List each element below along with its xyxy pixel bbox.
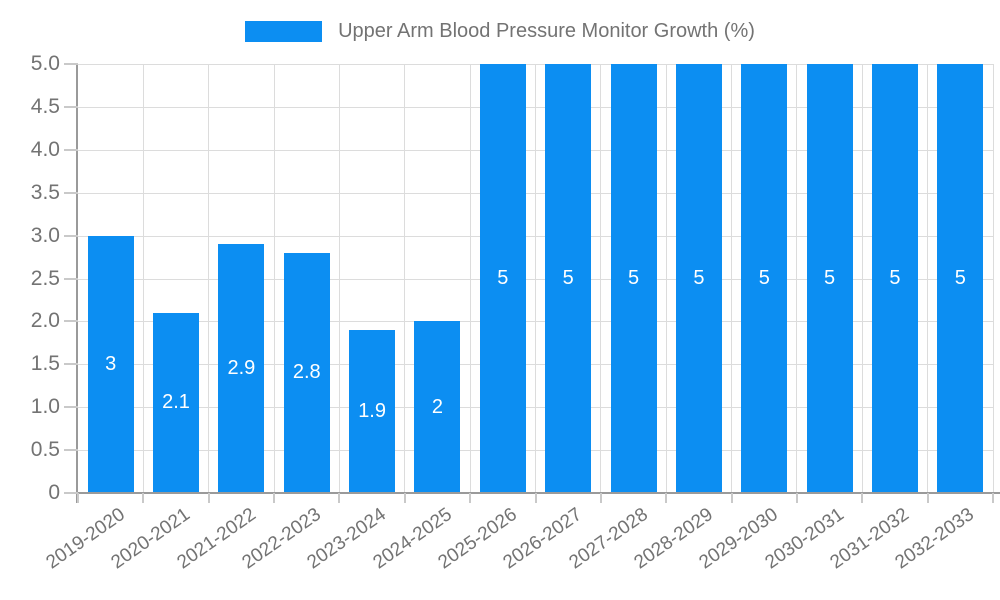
y-tick-label: 2.5 <box>30 266 60 290</box>
legend-swatch <box>245 21 323 42</box>
bar-value-label: 1.9 <box>358 399 386 422</box>
v-gridline <box>338 64 340 493</box>
x-tick <box>795 493 798 503</box>
x-tick <box>926 493 929 503</box>
y-tick-label: 4.5 <box>30 94 60 118</box>
x-tick <box>469 493 472 503</box>
bar-value-label: 5 <box>627 267 640 289</box>
x-tick <box>992 493 994 503</box>
v-gridline <box>142 64 144 493</box>
v-gridline <box>273 64 275 493</box>
bar-value-label: 5 <box>693 267 705 289</box>
y-axis-line <box>76 64 78 503</box>
y-tick-label: 1.5 <box>30 352 60 376</box>
x-tick <box>730 493 733 503</box>
bar-value-label: 2.9 <box>227 357 256 380</box>
y-tick-label: 3.0 <box>30 223 60 247</box>
bar-value-label: 5 <box>954 267 966 289</box>
x-tick <box>207 493 210 503</box>
x-tick <box>861 493 864 503</box>
bar: 5 <box>610 64 657 493</box>
x-tick <box>338 493 341 503</box>
bar: 2.8 <box>283 252 330 493</box>
y-tick-label: 2.0 <box>30 309 60 333</box>
bar: 5 <box>479 64 526 493</box>
bar: 3 <box>87 235 134 493</box>
v-gridline <box>600 64 602 493</box>
bar: 5 <box>806 64 853 493</box>
y-tick <box>64 191 78 194</box>
v-gridline <box>404 64 406 493</box>
v-gridline <box>861 64 863 493</box>
x-tick <box>665 493 668 503</box>
y-tick <box>64 277 78 280</box>
y-tick-label: 0 <box>48 481 60 504</box>
v-gridline <box>469 64 471 493</box>
bar-value-label: 5 <box>562 267 574 289</box>
x-tick <box>273 493 276 503</box>
bar: 2 <box>414 321 461 493</box>
y-tick <box>64 406 78 409</box>
v-gridline <box>927 64 929 493</box>
x-tick <box>599 493 602 503</box>
bar-value-label: 2.1 <box>162 391 190 414</box>
bar: 2.1 <box>153 312 200 493</box>
y-tick <box>64 234 78 237</box>
y-tick <box>64 105 78 108</box>
bar-value-label: 5 <box>889 267 901 289</box>
v-gridline <box>535 64 536 493</box>
v-gridline <box>665 64 667 493</box>
x-tick <box>142 493 145 503</box>
bar: 5 <box>545 64 592 493</box>
y-tick-label: 1.0 <box>30 395 60 419</box>
bar: 1.9 <box>349 329 396 493</box>
y-tick-label: 4.0 <box>30 137 60 161</box>
bar-value-label: 5 <box>824 267 836 289</box>
x-axis-line <box>78 492 1000 494</box>
y-tick <box>64 492 78 494</box>
bar-value-label: 2 <box>431 395 444 418</box>
bar: 2.9 <box>218 244 265 493</box>
bar-value-label: 3 <box>105 352 117 375</box>
plot-area: 3 2.1 2.9 2.8 1.9 2 5 5 5 5 5 5 5 5 <box>78 64 994 493</box>
x-tick <box>403 493 406 503</box>
y-tick <box>64 148 78 151</box>
bar: 5 <box>675 64 722 493</box>
x-tick <box>534 493 537 503</box>
y-tick-label: 0.5 <box>30 438 60 462</box>
y-tick <box>64 63 78 65</box>
y-tick-label: 5.0 <box>30 52 60 75</box>
legend-label: Upper Arm Blood Pressure Monitor Growth … <box>338 20 755 42</box>
bar: 5 <box>937 64 984 493</box>
y-tick <box>64 449 78 452</box>
legend: Upper Arm Blood Pressure Monitor Growth … <box>0 20 1000 43</box>
v-gridline <box>992 64 994 493</box>
bar: 5 <box>871 64 918 493</box>
y-tick <box>64 320 78 323</box>
bar: 5 <box>741 64 788 493</box>
v-gridline <box>208 64 210 493</box>
v-gridline <box>796 64 798 493</box>
y-tick <box>64 363 78 366</box>
bar-value-label: 5 <box>758 267 770 289</box>
y-tick-label: 3.5 <box>30 180 60 204</box>
bar-value-label: 2.8 <box>292 361 321 384</box>
bar-value-label: 5 <box>497 267 509 289</box>
v-gridline <box>731 64 733 493</box>
x-tick <box>77 493 79 503</box>
